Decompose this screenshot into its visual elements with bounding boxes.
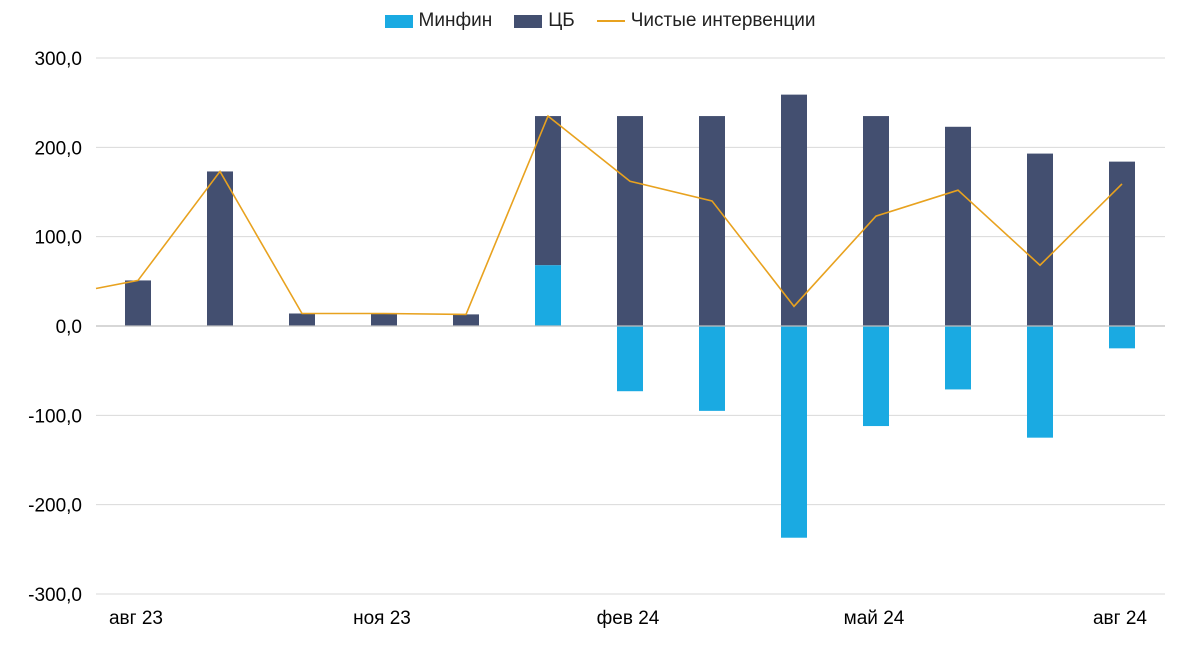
- bar-minfin: [945, 326, 971, 390]
- bar-minfin: [535, 265, 561, 326]
- legend-label-cb: ЦБ: [548, 10, 575, 31]
- bar-cb: [125, 280, 151, 326]
- bar-cb: [1027, 153, 1053, 326]
- bar-cb: [371, 313, 397, 326]
- legend-item-cb: ЦБ: [514, 10, 575, 32]
- line-net-interventions: [95, 114, 1123, 316]
- x-tick-label: ноя 23: [353, 608, 411, 629]
- bar-cb: [207, 171, 233, 326]
- y-tick-label: -300,0: [28, 585, 82, 606]
- bar-minfin: [863, 326, 889, 427]
- bar-minfin: [699, 326, 725, 411]
- legend-swatch-cb: [514, 14, 543, 28]
- bar-cb: [1109, 161, 1135, 326]
- legend-swatch-minfin: [384, 14, 413, 28]
- bar-cb: [535, 116, 561, 266]
- bar-cb: [863, 116, 889, 326]
- x-tick-label: май 24: [844, 608, 905, 629]
- legend-label-net: Чистые интервенции: [630, 10, 816, 31]
- bar-minfin: [781, 326, 807, 538]
- y-tick-label: 200,0: [34, 138, 82, 159]
- bar-minfin: [1027, 326, 1053, 438]
- bar-minfin: [1109, 326, 1135, 349]
- y-tick-label: -100,0: [28, 406, 82, 427]
- legend-item-minfin: Минфин: [384, 10, 493, 32]
- bar-cb: [617, 116, 643, 326]
- bar-cb: [289, 313, 315, 326]
- legend-item-net: Чистые интервенции: [596, 10, 816, 32]
- bar-cb: [945, 126, 971, 326]
- y-tick-label: 100,0: [34, 228, 82, 249]
- bar-cb: [699, 116, 725, 326]
- x-tick-label: авг 23: [109, 608, 163, 629]
- bar-cb: [781, 94, 807, 326]
- y-tick-label: 300,0: [34, 49, 82, 70]
- legend-label-minfin: Минфин: [418, 10, 493, 31]
- bar-cb: [453, 314, 479, 326]
- legend-swatch-net: [596, 20, 625, 22]
- bar-minfin: [617, 326, 643, 392]
- y-tick-label: 0,0: [56, 317, 82, 338]
- legend: Минфин ЦБ Чистые интервенции: [0, 10, 1200, 32]
- x-tick-label: авг 24: [1093, 608, 1147, 629]
- y-tick-label: -200,0: [28, 496, 82, 517]
- x-tick-label: фев 24: [597, 608, 660, 629]
